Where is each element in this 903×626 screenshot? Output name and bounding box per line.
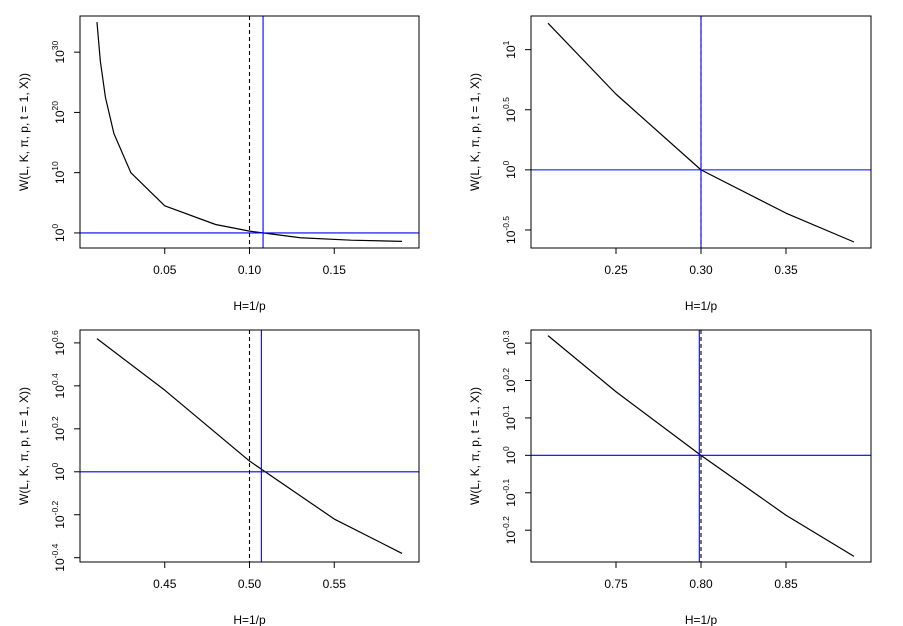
y-tick-exponent: 0.4 xyxy=(50,373,60,385)
y-axis-title: W(L, K, π, p, t = 1, X)) xyxy=(468,387,482,505)
y-axis-title: W(L, K, π, p, t = 1, X)) xyxy=(468,73,482,191)
y-tick-base: 10 xyxy=(504,342,518,356)
y-tick-label: 10-0.2 xyxy=(501,516,518,544)
y-tick-exponent: 0.2 xyxy=(501,368,511,380)
x-axis-title: H=1/p xyxy=(233,299,266,313)
x-tick-label: 0.35 xyxy=(774,263,798,277)
y-tick-base: 10 xyxy=(53,428,67,442)
y-tick-exponent: 20 xyxy=(50,101,60,111)
y-tick-base: 10 xyxy=(504,531,518,545)
y-tick-label: 100.2 xyxy=(50,416,67,441)
y-tick-base: 10 xyxy=(504,45,518,59)
y-tick-label: 1020 xyxy=(50,101,67,124)
y-tick-label: 100 xyxy=(501,446,518,464)
y-tick-exponent: 0.3 xyxy=(501,330,511,342)
x-tick-label: 0.80 xyxy=(689,577,713,591)
y-tick-exponent: 0.1 xyxy=(501,405,511,417)
y-tick-label: 100.5 xyxy=(501,97,518,122)
y-tick-exponent: 0 xyxy=(501,161,511,166)
y-tick-base: 10 xyxy=(504,165,518,179)
y-tick-label: 100 xyxy=(50,224,67,242)
x-tick-label: 0.75 xyxy=(604,577,628,591)
y-tick-base: 10 xyxy=(53,515,67,529)
x-tick-label: 0.05 xyxy=(153,263,177,277)
y-tick-base: 10 xyxy=(504,230,518,244)
y-tick-label: 100 xyxy=(50,462,67,480)
curve-line xyxy=(96,338,403,554)
y-tick-base: 10 xyxy=(53,110,67,124)
y-tick-exponent: 10 xyxy=(50,161,60,171)
y-tick-label: 10-0.1 xyxy=(501,479,518,507)
y-tick-exponent: 0.5 xyxy=(501,97,511,109)
y-tick-exponent: 0 xyxy=(501,446,511,451)
y-tick-exponent: 0.2 xyxy=(50,416,60,428)
y-tick-base: 10 xyxy=(53,170,67,184)
y-axis-title: W(L, K, π, p, t = 1, X)) xyxy=(17,73,31,191)
x-tick-label: 0.55 xyxy=(323,577,347,591)
y-tick-exponent: 0 xyxy=(50,462,60,467)
y-axis-title: W(L, K, π, p, t = 1, X)) xyxy=(17,387,31,505)
y-tick-label: 100.3 xyxy=(501,330,518,355)
y-tick-base: 10 xyxy=(504,417,518,431)
x-tick-label: 0.25 xyxy=(604,263,628,277)
y-tick-exponent: 30 xyxy=(50,40,60,50)
y-tick-label: 100.2 xyxy=(501,368,518,393)
y-tick-exponent: 1 xyxy=(501,40,511,45)
y-tick-label: 10-0.5 xyxy=(501,216,518,244)
y-tick-exponent: -0.2 xyxy=(50,500,60,515)
y-tick-base: 10 xyxy=(504,493,518,507)
y-tick-exponent: 0 xyxy=(50,224,60,229)
y-tick-base: 10 xyxy=(504,379,518,393)
y-tick-exponent: -0.1 xyxy=(501,479,511,494)
y-tick-label: 100.4 xyxy=(50,373,67,398)
y-tick-label: 1030 xyxy=(50,40,67,63)
y-tick-base: 10 xyxy=(53,558,67,572)
y-tick-label: 10-0.2 xyxy=(50,500,67,528)
curve-line xyxy=(96,21,403,242)
y-tick-base: 10 xyxy=(53,467,67,481)
x-tick-label: 0.50 xyxy=(238,577,262,591)
x-tick-label: 0.15 xyxy=(323,263,347,277)
y-tick-label: 100.6 xyxy=(50,330,67,355)
y-tick-label: 100 xyxy=(501,161,518,179)
y-tick-exponent: -0.4 xyxy=(50,543,60,558)
chart-panel-3: 0.45 0.50 0.5510-0.410-0.2100100.2100.4100… xyxy=(17,329,420,626)
y-tick-label: 101 xyxy=(501,40,518,58)
y-tick-base: 10 xyxy=(53,50,67,64)
x-tick-label: 0.85 xyxy=(774,577,798,591)
y-tick-base: 10 xyxy=(504,109,518,123)
y-tick-base: 10 xyxy=(504,451,518,465)
y-tick-label: 100.1 xyxy=(501,405,518,430)
x-tick-label: 0.10 xyxy=(238,263,262,277)
y-tick-label: 10-0.4 xyxy=(50,543,67,571)
x-axis-title: H=1/p xyxy=(685,613,718,626)
x-tick-label: 0.45 xyxy=(153,577,177,591)
x-tick-label: 0.30 xyxy=(689,263,713,277)
y-tick-exponent: -0.5 xyxy=(501,216,511,231)
y-tick-base: 10 xyxy=(53,228,67,242)
chart-panel-4: 0.75 0.80 0.8510-0.210-0.1100100.1100.2100… xyxy=(468,329,872,626)
x-axis-title: H=1/p xyxy=(233,613,266,626)
x-axis-title: H=1/p xyxy=(685,299,718,313)
y-tick-exponent: -0.2 xyxy=(501,516,511,531)
y-tick-base: 10 xyxy=(53,342,67,356)
y-tick-exponent: 0.6 xyxy=(50,330,60,342)
y-tick-label: 1010 xyxy=(50,161,67,184)
y-tick-base: 10 xyxy=(53,385,67,399)
